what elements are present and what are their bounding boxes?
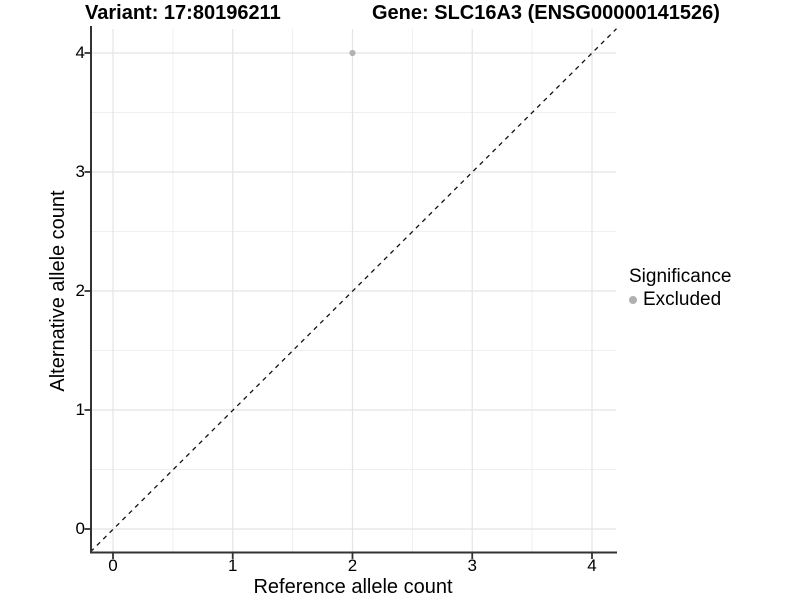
data-point-excluded bbox=[349, 49, 356, 57]
excluded-point-icon bbox=[629, 295, 637, 304]
x-tick-label-4: 4 bbox=[587, 556, 597, 575]
legend-title: Significance bbox=[629, 266, 732, 287]
y-tick-label-0: 0 bbox=[75, 519, 85, 538]
y-tick-label-4: 4 bbox=[75, 43, 85, 62]
y-tick-label-3: 3 bbox=[75, 162, 85, 181]
x-axis-title: Reference allele count bbox=[253, 576, 453, 598]
identity-line bbox=[90, 28, 617, 553]
plot-title-variant: Variant: 17:80196211 bbox=[85, 2, 281, 24]
legend-item-excluded: Excluded bbox=[629, 289, 731, 310]
legend-item-label: Excluded bbox=[643, 289, 722, 310]
plot-title-gene: Gene: SLC16A3 (ENSG00000141526) bbox=[372, 2, 720, 24]
y-tick-label-2: 2 bbox=[75, 281, 85, 300]
x-axis-ticks bbox=[112, 553, 593, 559]
y-tick-label-1: 1 bbox=[75, 400, 85, 419]
legend: Significance Excluded bbox=[629, 266, 731, 310]
x-tick-label-2: 2 bbox=[347, 556, 358, 575]
x-tick-label-0: 0 bbox=[108, 556, 118, 575]
y-axis-ticks bbox=[84, 52, 90, 530]
x-tick-label-3: 3 bbox=[467, 556, 477, 575]
x-tick-label-1: 1 bbox=[228, 556, 238, 575]
